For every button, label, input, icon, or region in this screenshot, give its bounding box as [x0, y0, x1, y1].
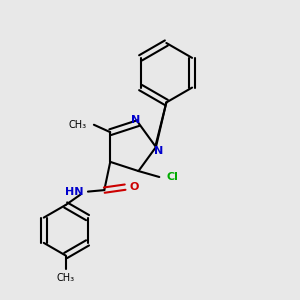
Text: CH₃: CH₃ — [68, 120, 86, 130]
Text: O: O — [130, 182, 139, 192]
Text: CH₃: CH₃ — [57, 273, 75, 283]
Text: Cl: Cl — [167, 172, 178, 182]
Text: HN: HN — [65, 187, 83, 196]
Text: N: N — [131, 115, 140, 125]
Text: N: N — [154, 146, 164, 157]
